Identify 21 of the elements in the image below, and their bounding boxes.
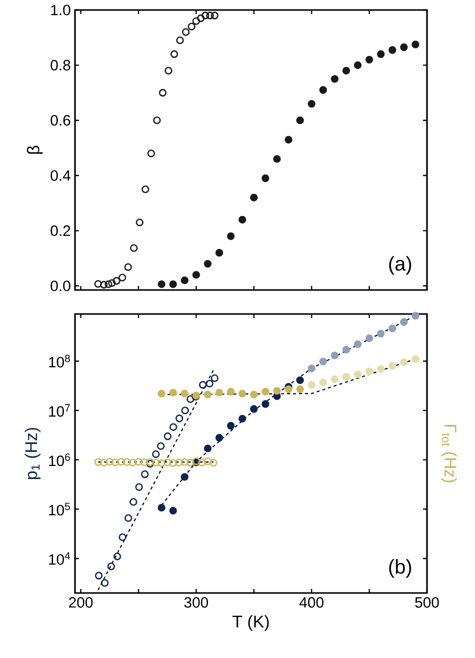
y-tick-label: 10$^{6}$ (49, 453, 70, 466)
y-tick-label: 0.8 (50, 60, 70, 70)
y-tick-label: 0.0 (50, 280, 70, 292)
y2-axis-title: Γ$_{tot}$ (Hz) (441, 425, 457, 482)
y-tick-label: 1.0 (51, 4, 70, 16)
x-tick-label: 500 (415, 597, 439, 608)
y-tick-label: 0.6 (50, 115, 70, 126)
y-tick-label: 10$^{8}$ (49, 354, 70, 368)
y-tick-label: 0.2 (50, 225, 70, 236)
y-tick-label: 10$^{7}$ (49, 404, 70, 417)
y-tick-label: 10$^{5}$ (49, 502, 70, 516)
x-tick-label: 300 (184, 597, 208, 608)
y-axis-title: p$_{1}$ (Hz) (24, 428, 41, 479)
y-axis-title: β (26, 146, 43, 154)
annotation: (a) (389, 256, 412, 275)
y-tick-label: 10$^{4}$ (49, 552, 70, 565)
y-tick-label: 0.4 (50, 170, 70, 181)
annotation: (b) (389, 559, 412, 578)
x-tick-label: 200 (69, 597, 93, 608)
x-tick-label: 400 (299, 597, 324, 608)
x-axis-title: T (K) (232, 615, 269, 631)
